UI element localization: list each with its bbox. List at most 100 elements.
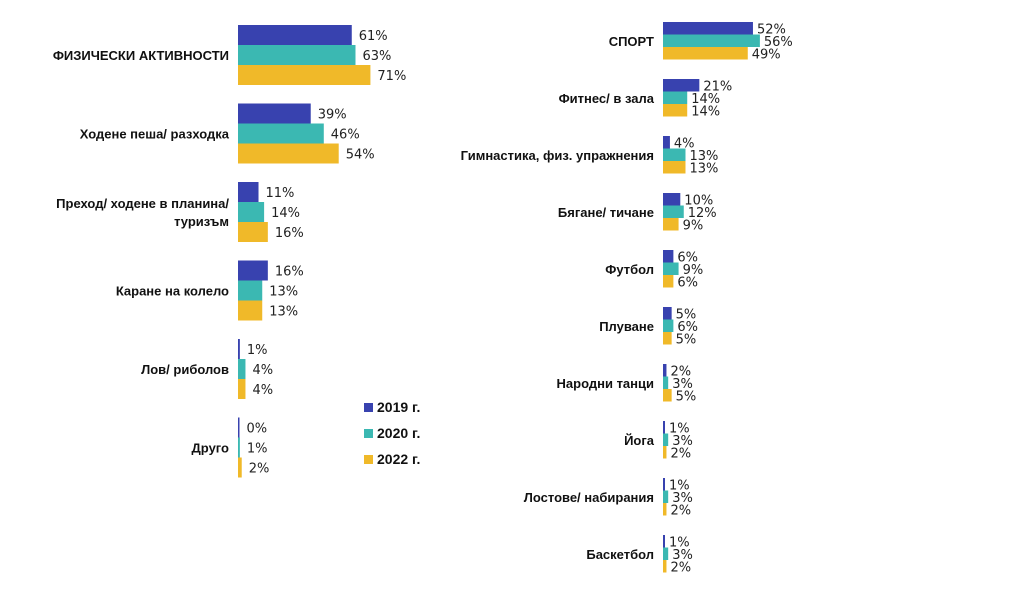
data-label: 3%	[672, 377, 693, 392]
data-label: 2%	[670, 503, 691, 518]
data-label: 13%	[689, 149, 718, 164]
legend-label: 2019 г.	[377, 399, 420, 415]
bar-2019-г	[238, 25, 352, 45]
data-label: 56%	[764, 35, 793, 50]
data-label: 13%	[689, 161, 718, 176]
category-label: Фитнес/ в зала	[559, 91, 655, 106]
bar-2020-г	[663, 148, 686, 161]
bar-2020-г	[238, 437, 240, 458]
data-label: 11%	[266, 186, 295, 201]
category-group: Народни танци 2%3%5%	[557, 364, 697, 404]
category-label: Йога	[624, 433, 655, 448]
data-label: 4%	[252, 363, 273, 378]
category-group: Ходене пеша/ разходка 39% 46% 54%	[80, 103, 375, 164]
category-group: Бягане/ тичане 10%12%9%	[558, 193, 717, 233]
data-label: 61%	[359, 29, 388, 44]
bar-2020-г	[238, 123, 324, 144]
bar-2020-г	[238, 202, 265, 222]
bar-2022-г	[238, 457, 242, 478]
bar-2022-г	[238, 300, 263, 321]
bar-2019-г	[663, 193, 681, 206]
category-label: Друго	[192, 441, 230, 456]
legend-item: 2022 г.	[364, 451, 420, 467]
bar-2019-г	[238, 417, 240, 438]
category-group: Друго 0% 1% 2%	[192, 417, 269, 478]
data-label: 21%	[703, 79, 732, 94]
bar-2022-г	[238, 65, 371, 85]
data-label: 5%	[676, 389, 697, 404]
bar-2020-г	[663, 262, 679, 275]
legend-item: 2019 г.	[364, 399, 420, 415]
data-label: 10%	[684, 193, 713, 208]
data-label: 12%	[688, 206, 717, 221]
data-label: 54%	[346, 148, 375, 163]
category-group: ФИЗИЧЕСКИ АКТИВНОСТИ 61% 63% 71%	[53, 25, 406, 85]
bar-2022-г	[663, 275, 674, 288]
data-label: 3%	[672, 548, 693, 563]
data-label: 5%	[676, 332, 697, 347]
data-label: 13%	[269, 305, 298, 320]
category-label: Лостове/ набирания	[524, 490, 654, 505]
category-label: Ходене пеша/ разходка	[80, 127, 230, 142]
bar-2020-г	[663, 376, 669, 389]
bar-2020-г	[238, 359, 246, 379]
legend-item: 2020 г.	[364, 425, 420, 441]
data-label: 63%	[362, 49, 391, 64]
bar-2022-г	[663, 560, 667, 573]
bar-2022-г	[663, 218, 679, 231]
category-label: Баскетбол	[586, 547, 654, 562]
bar-2019-г	[238, 260, 268, 281]
bar-2020-г	[238, 45, 356, 65]
bar-2022-г	[663, 161, 686, 174]
bar-2019-г	[663, 478, 665, 491]
category-label: Футбол	[605, 262, 654, 277]
category-label: ФИЗИЧЕСКИ АКТИВНОСТИ	[53, 48, 229, 63]
category-group: Йога 1%3%2%	[624, 421, 693, 461]
bar-2020-г	[663, 34, 760, 47]
data-label: 39%	[318, 108, 347, 123]
category-label: Гимнастика, физ. упражнения	[461, 148, 654, 163]
data-label: 14%	[691, 104, 720, 119]
data-label: 0%	[247, 422, 268, 437]
category-group: Преход/ ходене в планина/туризъм 11% 14% 16…	[56, 182, 304, 242]
data-label: 4%	[674, 136, 695, 151]
category-label: Плуване	[599, 319, 654, 334]
category-label: Преход/ ходене в планина/	[56, 196, 229, 211]
data-label: 1%	[247, 442, 268, 457]
data-label: 13%	[269, 285, 298, 300]
category-group: Баскетбол 1%3%2%	[586, 535, 693, 575]
data-label: 6%	[677, 320, 698, 335]
bar-2020-г	[663, 91, 688, 104]
data-label: 14%	[691, 92, 720, 107]
category-group: Каране на колело 16% 13% 13%	[116, 260, 304, 321]
category-label: Народни танци	[557, 376, 654, 391]
data-label: 16%	[275, 226, 304, 241]
data-label: 1%	[669, 478, 690, 493]
bar-2022-г	[238, 222, 268, 242]
category-group: СПОРТ 52%56%49%	[609, 22, 793, 62]
data-label: 5%	[676, 307, 697, 322]
legend-swatch	[364, 429, 373, 438]
bar-2019-г	[663, 250, 674, 263]
data-label: 4%	[252, 383, 273, 398]
bar-2019-г	[663, 421, 665, 434]
bar-2020-г	[663, 319, 674, 332]
data-label: 2%	[670, 446, 691, 461]
category-group: Лов/ риболов 1% 4% 4%	[141, 339, 273, 399]
data-label: 9%	[683, 263, 704, 278]
bar-2020-г	[663, 205, 684, 218]
bar-2022-г	[663, 332, 672, 345]
category-group: Лостове/ набирания 1%3%2%	[524, 478, 693, 518]
bar-2019-г	[663, 535, 665, 548]
bar-2022-г	[238, 143, 339, 164]
data-label: 2%	[670, 364, 691, 379]
legend-label: 2022 г.	[377, 451, 420, 467]
legend-swatch	[364, 403, 373, 412]
bar-2022-г	[663, 446, 667, 459]
category-group: Плуване 5%6%5%	[599, 307, 698, 347]
data-label: 46%	[331, 128, 360, 143]
left-chart-panel: ФИЗИЧЕСКИ АКТИВНОСТИ 61% 63% 71% Ходене пеша…	[53, 25, 406, 478]
